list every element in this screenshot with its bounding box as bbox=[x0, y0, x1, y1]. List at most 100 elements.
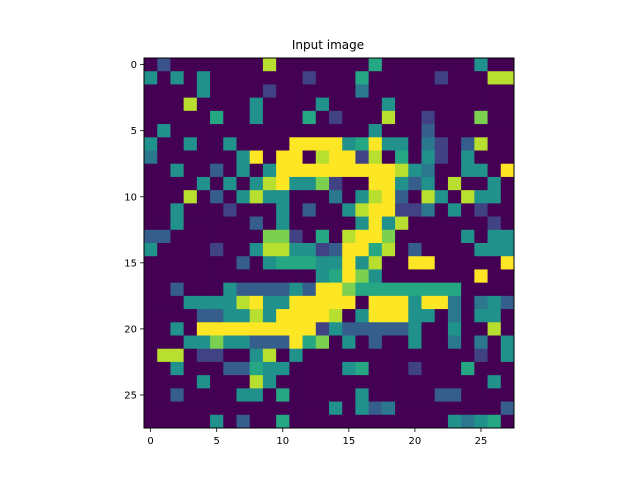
heatmap-cell bbox=[500, 388, 515, 402]
heatmap-cell bbox=[236, 163, 251, 178]
heatmap-cell bbox=[276, 203, 290, 217]
heatmap-cell bbox=[183, 322, 198, 336]
heatmap-cell bbox=[170, 58, 185, 72]
heatmap-cell bbox=[434, 414, 449, 429]
heatmap-cell bbox=[447, 361, 462, 376]
heatmap-cell bbox=[262, 163, 277, 178]
heatmap-cell bbox=[329, 388, 343, 402]
heatmap-cell bbox=[210, 335, 224, 350]
heatmap-cell bbox=[196, 309, 211, 323]
heatmap-cell bbox=[447, 335, 462, 350]
heatmap-cell bbox=[408, 137, 422, 151]
heatmap-cell bbox=[500, 190, 515, 204]
heatmap-cell bbox=[302, 229, 317, 244]
heatmap-cell bbox=[289, 361, 303, 376]
heatmap-cell bbox=[434, 295, 449, 310]
heatmap-cell bbox=[368, 203, 383, 217]
heatmap-cell bbox=[315, 203, 330, 217]
heatmap-cells bbox=[144, 58, 515, 429]
heatmap-cell bbox=[474, 401, 488, 416]
heatmap-cell bbox=[447, 375, 462, 389]
heatmap-cell bbox=[395, 375, 409, 389]
heatmap-cell bbox=[170, 71, 185, 85]
heatmap-cell bbox=[474, 375, 488, 389]
heatmap-cell bbox=[434, 243, 449, 257]
heatmap-cell bbox=[461, 137, 475, 151]
heatmap-cell bbox=[183, 176, 198, 191]
heatmap-cell bbox=[355, 229, 370, 244]
heatmap-cell bbox=[408, 58, 422, 72]
heatmap-cell bbox=[368, 84, 383, 99]
heatmap-cell bbox=[474, 348, 488, 363]
heatmap-cell bbox=[170, 269, 185, 284]
heatmap-cell bbox=[342, 110, 356, 125]
heatmap-cell bbox=[368, 401, 383, 416]
heatmap-cell bbox=[447, 110, 462, 125]
heatmap-cell bbox=[368, 58, 383, 72]
heatmap-cell bbox=[249, 414, 264, 429]
heatmap-cell bbox=[381, 282, 396, 297]
heatmap-cell bbox=[329, 335, 343, 350]
heatmap-cell bbox=[421, 190, 436, 204]
heatmap-cell bbox=[461, 375, 475, 389]
heatmap-cell bbox=[381, 335, 396, 350]
heatmap-cell bbox=[355, 388, 370, 402]
heatmap-cell bbox=[461, 282, 475, 297]
heatmap-cell bbox=[368, 388, 383, 402]
heatmap-cell bbox=[329, 322, 343, 336]
heatmap-cell bbox=[355, 110, 370, 125]
heatmap-cell bbox=[196, 375, 211, 389]
heatmap-cell bbox=[183, 124, 198, 138]
heatmap-cell bbox=[395, 388, 409, 402]
heatmap-cell bbox=[210, 203, 224, 217]
heatmap-cell bbox=[474, 71, 488, 85]
heatmap-cell bbox=[249, 84, 264, 99]
heatmap-cell bbox=[170, 190, 185, 204]
heatmap-cell bbox=[500, 256, 515, 270]
heatmap-cell bbox=[421, 176, 436, 191]
heatmap-cell bbox=[262, 348, 277, 363]
heatmap-cell bbox=[315, 295, 330, 310]
heatmap-cell bbox=[236, 58, 251, 72]
heatmap-cell bbox=[289, 269, 303, 284]
heatmap-cell bbox=[329, 110, 343, 125]
heatmap-cell bbox=[249, 216, 264, 231]
heatmap-cell bbox=[144, 414, 158, 429]
heatmap-cell bbox=[236, 137, 251, 151]
heatmap-cell bbox=[315, 401, 330, 416]
heatmap-cell bbox=[434, 348, 449, 363]
heatmap-cell bbox=[355, 216, 370, 231]
heatmap-cell bbox=[315, 84, 330, 99]
heatmap-cell bbox=[289, 97, 303, 112]
heatmap-cell bbox=[487, 256, 502, 270]
heatmap-cell bbox=[395, 348, 409, 363]
heatmap-cell bbox=[461, 150, 475, 165]
heatmap-cell bbox=[381, 163, 396, 178]
heatmap-cell bbox=[249, 361, 264, 376]
heatmap-cell bbox=[461, 84, 475, 99]
heatmap-cell bbox=[289, 414, 303, 429]
heatmap-cell bbox=[170, 163, 185, 178]
heatmap-cell bbox=[315, 216, 330, 231]
heatmap-cell bbox=[408, 414, 422, 429]
heatmap-cell bbox=[262, 97, 277, 112]
heatmap-cell bbox=[434, 401, 449, 416]
heatmap-cell bbox=[302, 84, 317, 99]
heatmap-cell bbox=[249, 335, 264, 350]
heatmap-cell bbox=[368, 190, 383, 204]
heatmap-cell bbox=[342, 348, 356, 363]
x-tick-label: 20 bbox=[409, 436, 422, 447]
heatmap-cell bbox=[500, 361, 515, 376]
heatmap-cell bbox=[408, 361, 422, 376]
heatmap-cell bbox=[474, 256, 488, 270]
heatmap-cell bbox=[183, 229, 198, 244]
heatmap-cell bbox=[210, 361, 224, 376]
heatmap-cell bbox=[329, 269, 343, 284]
heatmap-cell bbox=[236, 269, 251, 284]
heatmap-cell bbox=[170, 84, 185, 99]
heatmap-cell bbox=[461, 361, 475, 376]
heatmap-cell bbox=[302, 322, 317, 336]
heatmap-cell bbox=[421, 84, 436, 99]
heatmap-cell bbox=[355, 97, 370, 112]
heatmap-cell bbox=[183, 414, 198, 429]
